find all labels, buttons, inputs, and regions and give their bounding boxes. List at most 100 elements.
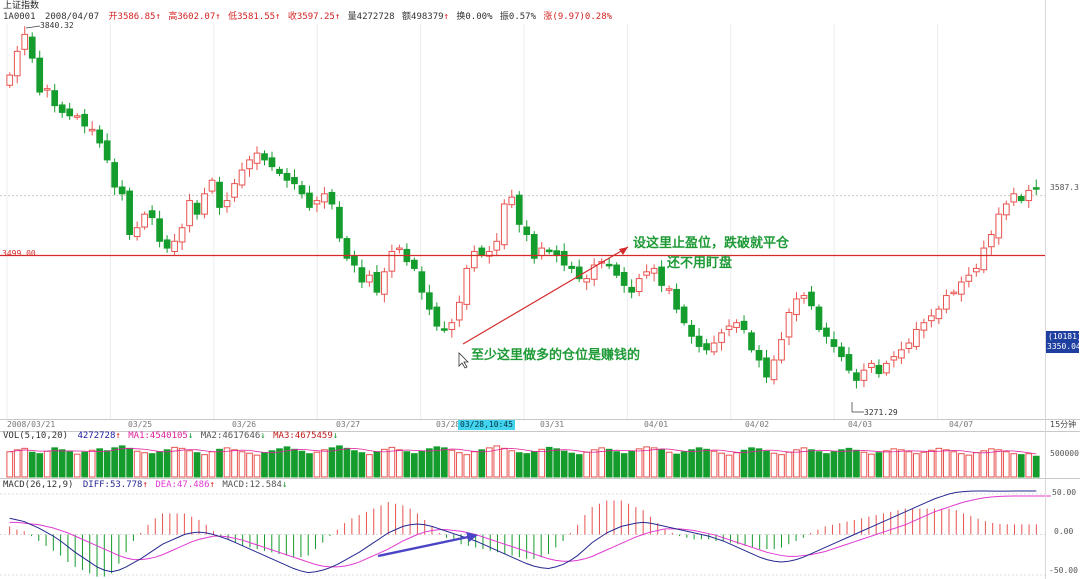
hline-price-label: 3499.00 — [2, 249, 36, 258]
candle-up — [860, 369, 868, 381]
volume-bar-down — [36, 453, 44, 478]
candle-up — [223, 200, 231, 208]
profitable-annotation: 至少这里做多的仓位是赚钱的 — [471, 348, 641, 363]
volume-bar-up — [987, 448, 995, 478]
volume-bar-down — [575, 454, 583, 478]
volume-bar-up — [950, 451, 958, 478]
volume-bar-up — [366, 454, 373, 478]
time-axis-line — [0, 419, 1080, 420]
volume-bar-down — [51, 447, 59, 478]
macd-diff: DIFF:53.778 — [82, 480, 143, 490]
candle-up — [448, 322, 456, 330]
volume-bar-up — [253, 454, 261, 478]
candle-down — [66, 108, 74, 117]
volume-bar-up — [860, 451, 868, 478]
close-price: 收3597.25 — [287, 12, 335, 22]
volume-bar-up — [928, 449, 935, 478]
candle-down — [763, 357, 770, 378]
candle-down — [515, 194, 523, 225]
volume-bar-up — [920, 451, 928, 478]
candle-down — [306, 192, 313, 208]
candle-down — [351, 255, 358, 266]
macd-header: MACD(26,12,9) DIFF:53.778↑ DEA:47.486↑ M… — [3, 480, 287, 491]
candle-up — [665, 288, 673, 291]
macd-panel-divider — [0, 478, 1080, 479]
candle-up — [313, 200, 321, 205]
volume-bar-up — [793, 449, 800, 478]
candle-down — [755, 350, 763, 361]
arrow-up-icon: ↑ — [215, 12, 221, 22]
volume-bar-down — [688, 449, 695, 478]
candle-up — [590, 264, 598, 280]
volume-bar-up — [388, 446, 396, 478]
volume-bar-down — [560, 450, 568, 478]
right-price-box — [1046, 331, 1079, 353]
macd-axis-bottom: -50.00 — [1049, 566, 1078, 575]
candle-up — [793, 298, 800, 316]
candle-up — [920, 322, 928, 331]
candle-up — [905, 342, 913, 349]
arrow-down-icon: ↓ — [332, 431, 339, 441]
volume-ma3: MA3:4675459 — [273, 431, 333, 441]
volume-title: VOL(5,10,20) — [3, 431, 69, 441]
candle-up — [178, 227, 186, 243]
candle-up — [950, 291, 958, 295]
right-box-bottom: 3350.04 — [1047, 342, 1080, 351]
no-watch-annotation: 还不用盯盘 — [667, 256, 733, 271]
volume-bar-up — [770, 452, 778, 478]
volume-bar-up — [1025, 453, 1033, 478]
volume-chart[interactable] — [0, 442, 1080, 478]
volume-bar-down — [628, 450, 635, 478]
volume-bar-down — [291, 448, 298, 478]
volume-bar-up — [972, 452, 980, 478]
candle-down — [358, 267, 366, 283]
volume-ma1-line — [9, 447, 1037, 455]
cursor-time-box[interactable]: 03/28,10:45 — [458, 420, 515, 430]
time-label: 04/01 — [644, 420, 669, 429]
candle-up — [231, 183, 238, 198]
volume-bar-up — [868, 453, 875, 478]
candle-up — [868, 362, 875, 368]
macd-chart[interactable] — [0, 480, 1080, 579]
volume-bar-down — [815, 451, 823, 478]
candle-down — [103, 140, 111, 161]
volume-bar-up — [980, 450, 988, 478]
candlestick-chart[interactable] — [0, 0, 1080, 420]
volume-bar-up — [201, 454, 208, 478]
volume-bar-up — [778, 454, 785, 478]
arrow-up-icon: ↑ — [334, 12, 341, 22]
volume-bar-down — [306, 453, 313, 478]
candle-up — [208, 179, 216, 192]
trend-arrow-line — [462, 246, 629, 345]
volume-bar-down — [680, 451, 688, 478]
low-price-label: 3271.29 — [864, 408, 898, 417]
arrow-up-icon: ↑ — [142, 480, 148, 490]
volume-bar-down — [530, 451, 538, 478]
candle-down — [283, 172, 291, 181]
volume-bar-up — [231, 449, 238, 478]
candle-up — [455, 301, 463, 321]
time-label: 03/31 — [540, 420, 565, 429]
volume-bar-down — [695, 447, 703, 478]
volume-bar-down — [658, 449, 665, 478]
index-code: 1A0001 — [3, 12, 36, 22]
volume-bar-up — [583, 451, 591, 478]
period-label[interactable]: 15分钟 — [1050, 420, 1077, 429]
arrow-up-icon: ↑ — [209, 480, 215, 490]
candle-up — [980, 247, 988, 271]
candle-up — [508, 196, 516, 206]
volume-bar-down — [148, 453, 156, 478]
volume-bar-up — [710, 450, 718, 478]
candle-down — [440, 328, 448, 331]
candle-down — [808, 291, 815, 307]
diff-line — [9, 490, 1037, 574]
volume-bar-up — [485, 447, 493, 478]
candle-up — [500, 203, 508, 246]
volume-bar-up — [508, 450, 516, 478]
candle-down — [523, 226, 531, 236]
candle-down — [433, 306, 441, 327]
time-axis: 2008/03/21 03/25 03/26 03/27 03/28 03/31… — [0, 420, 1080, 431]
volume-bar-down — [126, 447, 133, 478]
volume-bar-up — [246, 452, 253, 478]
high-price-label: 3840.32 — [40, 21, 74, 30]
